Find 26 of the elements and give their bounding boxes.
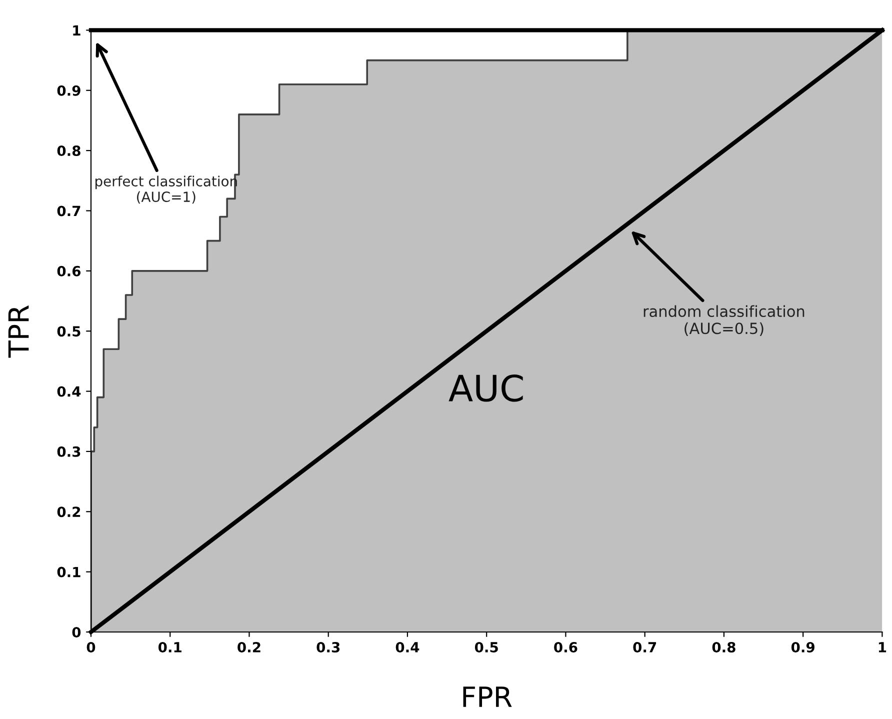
x-tick-label: 0.9: [791, 642, 814, 652]
annotation: random classification (AUC=0.5): [644, 305, 804, 336]
annotation: AUC: [448, 374, 523, 402]
y-tick-label: 0.7: [57, 206, 80, 216]
y-tick-label: 1: [73, 25, 80, 36]
y-tick-label: 0: [72, 626, 81, 638]
x-tick-label: 0.5: [474, 642, 498, 652]
x-tick-label: 0.8: [712, 642, 736, 652]
x-axis-title: FPR: [463, 686, 512, 707]
y-tick-label: 0.8: [57, 146, 80, 156]
y-tick-label: 0.3: [57, 446, 80, 457]
x-tick-label: 0.6: [554, 642, 578, 652]
x-tick-label: 1: [878, 642, 886, 652]
x-tick-label: 0.1: [158, 642, 182, 652]
x-tick-label: 0: [86, 642, 96, 652]
x-tick-label: 0.4: [396, 642, 420, 652]
x-tick-label: 0.2: [238, 642, 260, 652]
y-tick-label: 0.9: [57, 85, 80, 96]
y-tick-label: 0.1: [57, 566, 80, 578]
y-axis-title: TPR: [8, 305, 29, 358]
x-tick-label: 0.3: [316, 642, 340, 652]
y-tick-label: 0.5: [57, 326, 80, 337]
y-tick-label: 0.2: [57, 506, 80, 518]
y-tick-label: 0.6: [57, 266, 81, 276]
x-tick-label: 0.7: [633, 642, 656, 652]
y-tick-label: 0.4: [57, 386, 81, 397]
